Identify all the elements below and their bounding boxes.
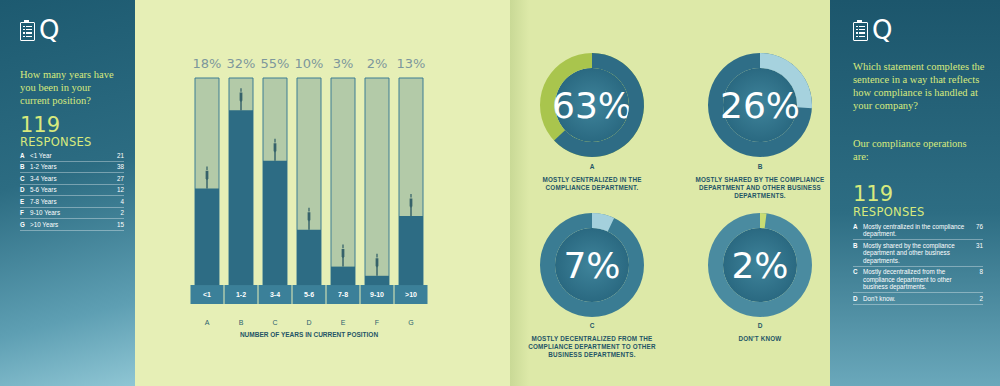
html-text:Our compliance operations are:: Our compliance operations are: — [853, 138, 967, 162]
svg-text:G: G — [408, 319, 413, 326]
html-text:DON'T KNOW: DON'T KNOW — [738, 335, 782, 342]
html-text:A: A — [20, 151, 25, 159]
html-text:B: B — [757, 163, 763, 170]
html-text:>10 Years: >10 Years — [30, 220, 59, 228]
html-text:Which statement completes the: Which statement completes the sentence i… — [853, 61, 985, 111]
html-text:31: 31 — [976, 241, 983, 249]
svg-text:9-10: 9-10 — [370, 291, 384, 298]
html-text:9-10 Years: 9-10 Years — [30, 209, 61, 216]
html-text:27: 27 — [117, 174, 124, 182]
html-text:D: D — [757, 322, 763, 329]
html-text:<1 Year: <1 Year — [30, 151, 52, 159]
html-text:2: 2 — [979, 294, 983, 302]
html-text:76: 76 — [976, 222, 983, 230]
svg-text:10%: 10% — [295, 56, 324, 71]
html-text:119: 119 — [853, 182, 894, 206]
html-text:Mostly shared by the complianc: Mostly shared by the compliance departme… — [863, 241, 955, 264]
html-text:1-2 Years: 1-2 Years — [30, 163, 57, 170]
html-text:A: A — [589, 163, 595, 170]
svg-text:NUMBER OF YEARS IN CURRENT POS: NUMBER OF YEARS IN CURRENT POSITION — [240, 331, 379, 338]
svg-text:5-6: 5-6 — [304, 291, 314, 298]
html-text:D: D — [853, 294, 858, 302]
svg-text:7%: 7% — [563, 245, 620, 286]
svg-text:2%: 2% — [731, 245, 788, 286]
html-text:8: 8 — [979, 268, 983, 275]
svg-text:F: F — [375, 319, 379, 326]
html-text:MOSTLY SHARED BY THE COMPLIANC: MOSTLY SHARED BY THE COMPLIANCE DEPARTME… — [695, 176, 825, 199]
html-text:How many years have you been i: How many years have you been in your cur… — [20, 69, 114, 106]
html-text:D: D — [20, 186, 25, 193]
svg-text:63%: 63% — [552, 85, 632, 126]
svg-text:A: A — [205, 319, 210, 326]
html-text:38: 38 — [117, 163, 124, 170]
html-text:MOSTLY CENTRALIZED IN THE COMP: MOSTLY CENTRALIZED IN THE COMPLIANCE DEP… — [542, 176, 642, 191]
svg-text:B: B — [239, 319, 244, 326]
html-text:7-8 Years: 7-8 Years — [30, 197, 57, 205]
html-text:Q: Q — [872, 15, 893, 45]
html-text:4: 4 — [120, 197, 124, 205]
html-text:12: 12 — [117, 186, 124, 193]
html-text:B: B — [20, 163, 25, 170]
html-text:Mostly decentralized from the: Mostly decentralized from the compliance… — [863, 268, 952, 290]
html-text:119: 119 — [20, 113, 61, 137]
html-text:5-6 Years: 5-6 Years — [30, 186, 57, 193]
html-text:RESPONSES: RESPONSES — [853, 205, 925, 219]
html-text:21: 21 — [117, 151, 124, 159]
html-text:C: C — [589, 322, 595, 329]
svg-text:7-8: 7-8 — [338, 291, 348, 298]
html-text:F: F — [20, 209, 24, 216]
svg-text:D: D — [306, 319, 311, 326]
html-text:G: G — [20, 220, 25, 228]
svg-text:55%: 55% — [261, 56, 290, 71]
svg-text:26%: 26% — [720, 85, 800, 126]
svg-text:3-4: 3-4 — [270, 291, 280, 298]
svg-text:18%: 18% — [193, 56, 222, 71]
svg-text:3%: 3% — [333, 56, 354, 71]
html-text:Don't know.: Don't know. — [863, 294, 896, 302]
html-text:A: A — [853, 222, 858, 230]
html-text:Q: Q — [39, 15, 60, 45]
svg-text:13%: 13% — [397, 56, 426, 71]
svg-text:>10: >10 — [405, 291, 417, 298]
html-text:RESPONSES: RESPONSES — [20, 135, 92, 149]
html-text:MOSTLY DECENTRALIZED FROM THE: MOSTLY DECENTRALIZED FROM THE COMPLIANCE… — [528, 335, 656, 358]
html-text:B: B — [853, 241, 858, 249]
svg-text:32%: 32% — [227, 56, 256, 71]
html-text:3-4 Years: 3-4 Years — [30, 174, 57, 182]
html-text:2: 2 — [120, 209, 124, 216]
html-text:C: C — [853, 268, 858, 275]
html-text:E: E — [20, 197, 25, 205]
svg-text:1-2: 1-2 — [236, 291, 246, 298]
svg-text:C: C — [272, 319, 277, 326]
svg-text:E: E — [341, 319, 346, 326]
svg-text:2%: 2% — [367, 56, 388, 71]
svg-text:<1: <1 — [203, 291, 211, 298]
html-text:Mostly centralized in the comp: Mostly centralized in the compliance dep… — [863, 222, 965, 237]
html-text:C: C — [20, 174, 25, 182]
html-text:15: 15 — [117, 220, 124, 228]
